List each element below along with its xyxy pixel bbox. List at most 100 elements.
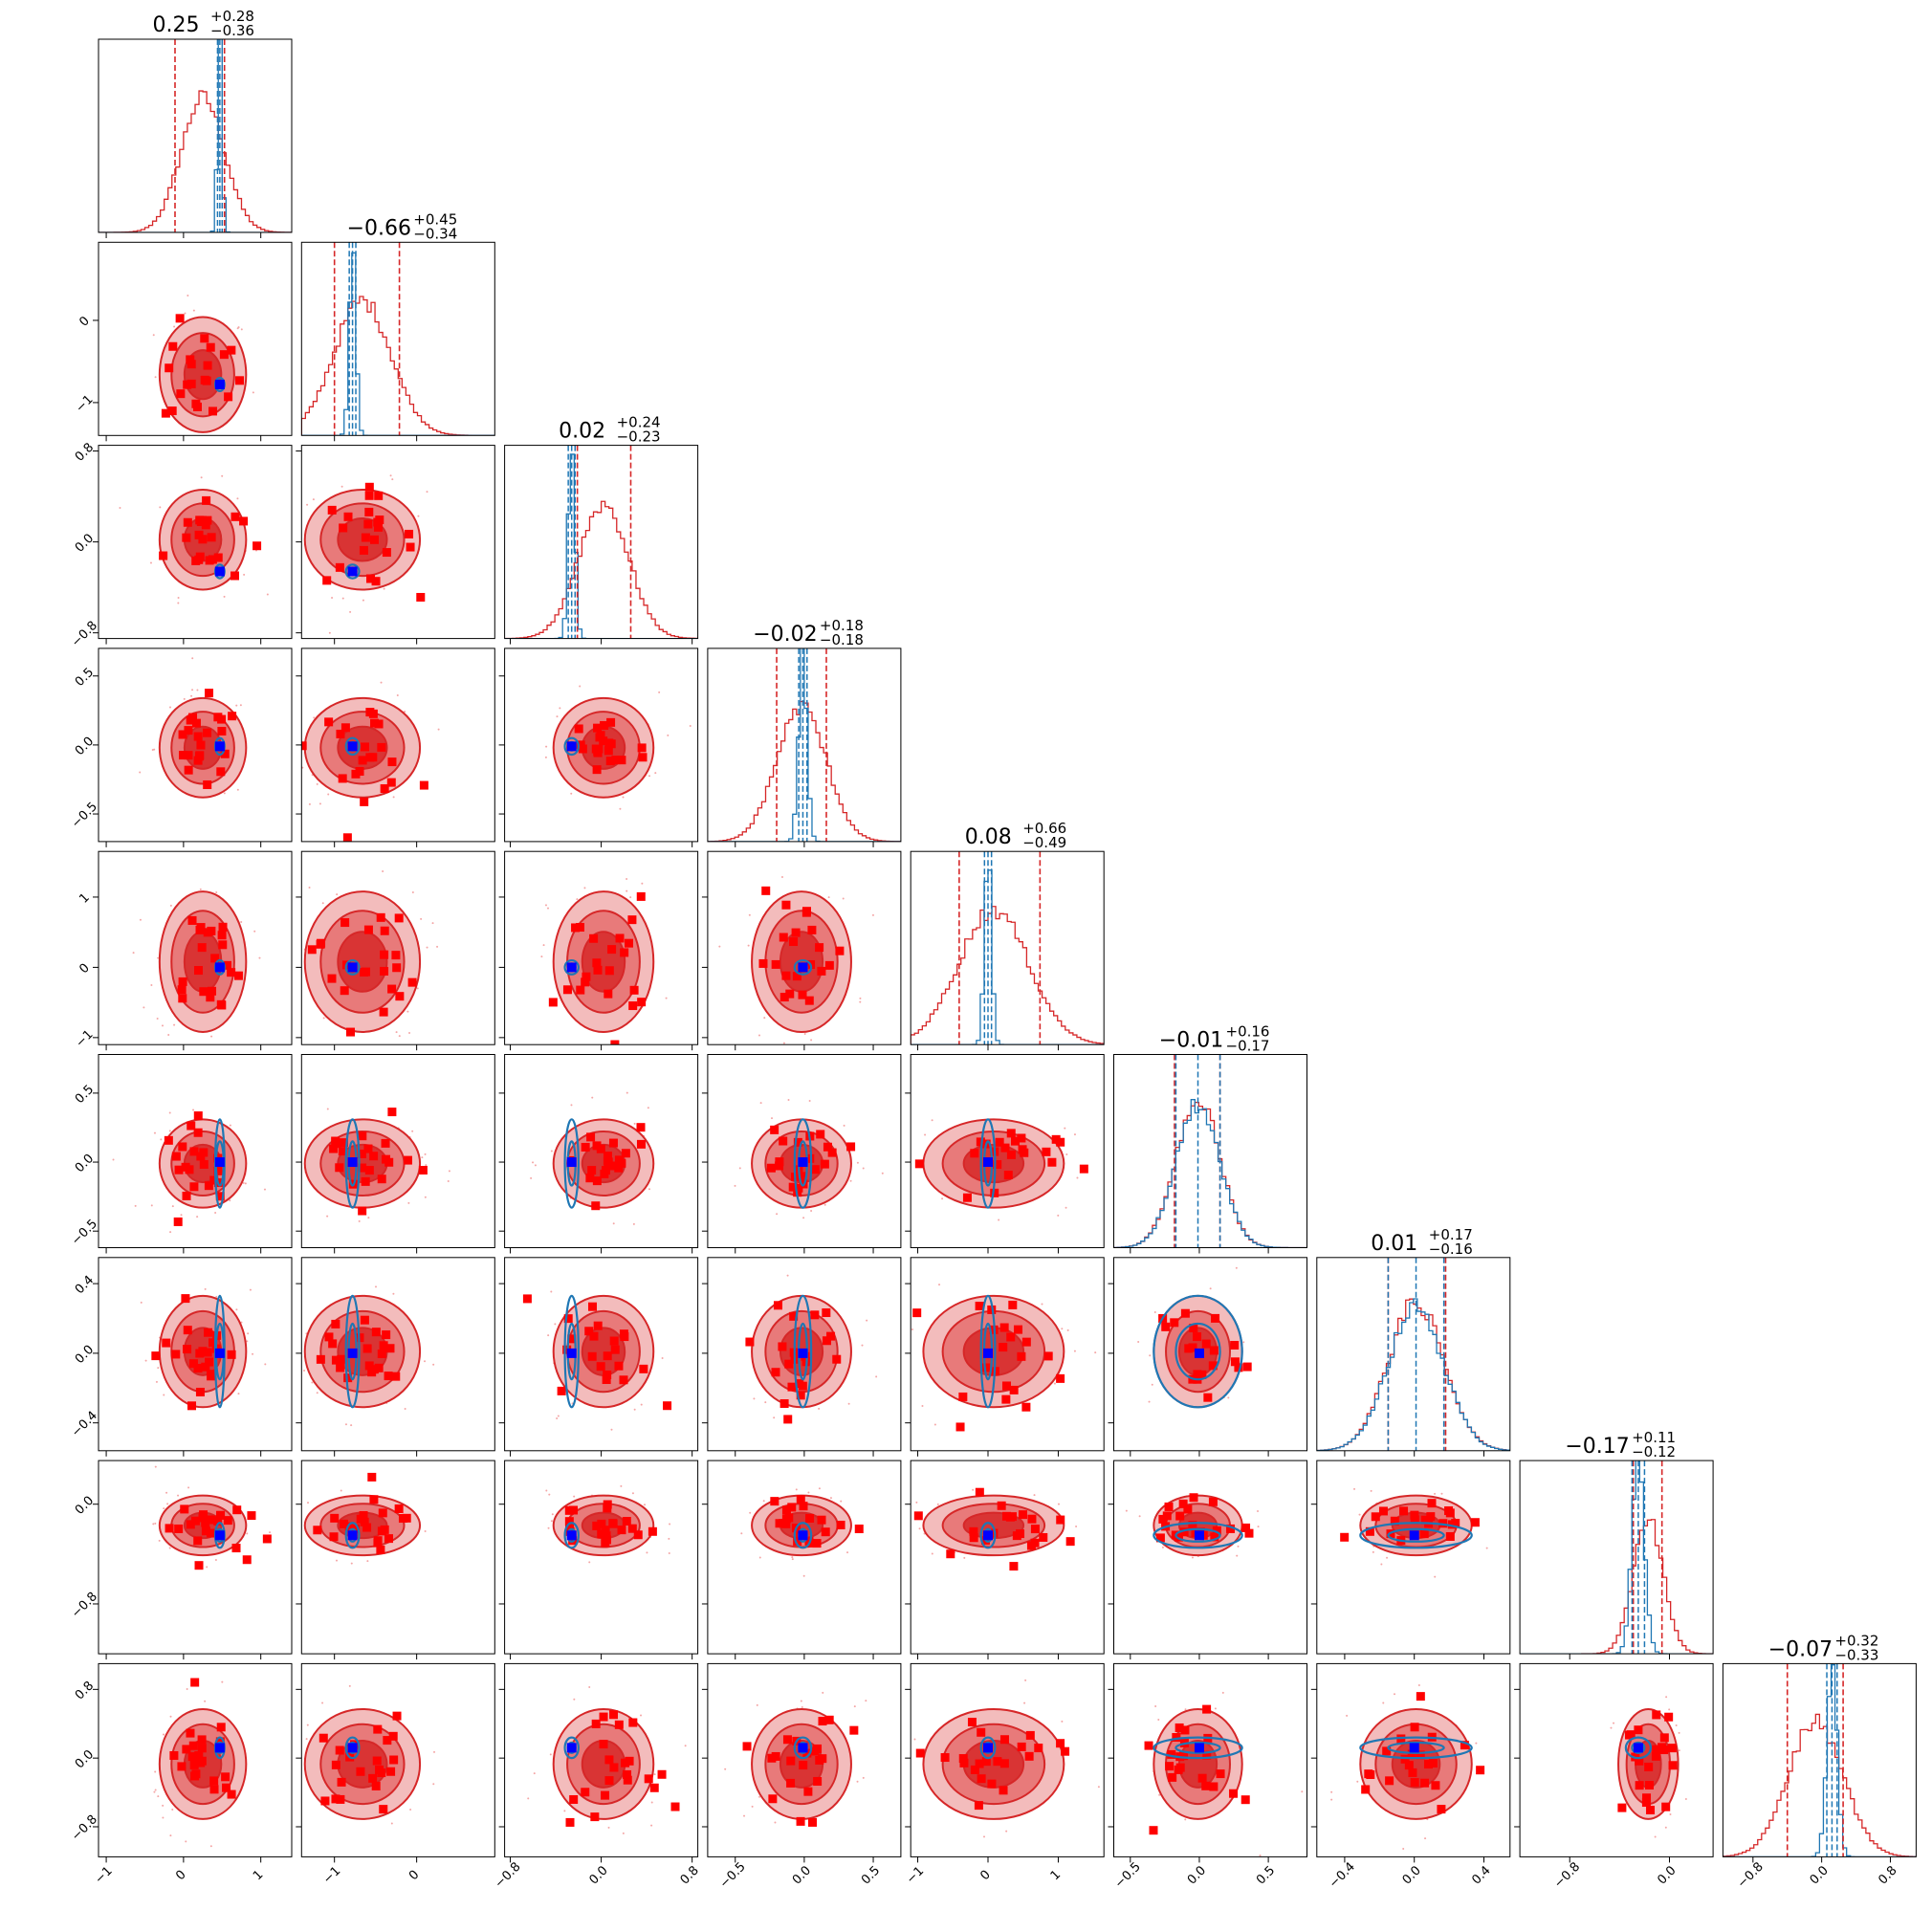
marker-red [384,1534,394,1544]
sample-point [644,1504,647,1506]
sample-point [1033,1494,1036,1497]
diagonal-title-8: −0.17 [1565,1435,1629,1459]
marker-red [522,1294,532,1304]
marker-blue [347,1157,358,1168]
marker-red [184,751,193,760]
marker-red [184,726,193,735]
sample-point [196,1216,199,1218]
marker-red [603,1504,612,1513]
panel-frame [1316,1662,1511,1857]
marker-red [802,1748,812,1758]
sample-point [982,1835,985,1838]
sample-point [918,1527,921,1530]
sample-point [544,904,547,907]
marker-red [788,1182,798,1192]
panel-frame [98,1257,293,1452]
sample-point [190,694,193,697]
sample-point [786,1274,789,1277]
marker-red [227,1789,236,1799]
marker-red [761,886,771,895]
sample-point [776,1213,779,1216]
sample-point [252,391,254,394]
marker-red [203,780,212,790]
contour-blue-0 [1631,1741,1646,1754]
marker-red [403,1155,412,1165]
marker-red [775,1157,784,1167]
x-tick-label: 0.5 [1254,1863,1278,1887]
marker-red [1164,1502,1174,1511]
sample-point [533,1772,536,1775]
panel-frame [1316,1460,1511,1655]
sample-point [157,1367,160,1370]
marker-red [210,954,220,963]
sample-point [620,1484,623,1487]
contour-blue-1 [344,563,361,580]
marker-red [343,512,353,521]
sample-point [424,1196,427,1198]
marker-red [1410,1723,1419,1732]
marker-red [1212,1526,1221,1535]
pair-panel-6-2 [296,1054,495,1254]
marker-red [217,931,227,940]
marker-red [208,555,217,564]
sample-point [822,1691,824,1694]
y-tick-label: −0.8 [69,1590,100,1621]
marker-red [817,966,826,976]
marker-red [176,389,186,399]
pair-panel-9-4: −0.5 0.0 0.5 [701,1662,902,1891]
marker-red [336,1363,345,1372]
sample-point [344,1423,347,1426]
contour-blue-1 [344,1294,361,1409]
sample-point [437,728,440,731]
panel-frame [707,1460,902,1655]
pair-panel-7-2 [296,1257,495,1457]
sample-point [759,1102,762,1105]
marker-red [360,1315,369,1325]
marker-red [1428,1759,1438,1768]
marker-red [373,1538,383,1548]
sample-point [391,478,394,481]
marker-red [799,1502,808,1511]
marker-red [386,1767,396,1776]
marker-blue [566,1157,577,1168]
sample-point [1209,1287,1212,1290]
sample-point [349,610,352,613]
marker-red [205,1357,214,1367]
marker-red [190,1771,200,1781]
sample-point [1227,1396,1230,1399]
marker-red [159,551,168,560]
sample-point [550,1520,553,1523]
sample-point [1065,1153,1068,1155]
sample-point [246,1340,249,1343]
sample-point [667,734,670,736]
marker-red [329,1532,339,1542]
sample-point [297,1539,299,1541]
diagonal-title-3: 0.02 [559,420,605,444]
x-tick-label: 0.0 [1400,1863,1424,1887]
marker-red [331,1355,340,1365]
y-tick-label: 0.0 [73,1747,97,1771]
marker-blue [1409,1530,1419,1541]
marker-red [799,1761,808,1770]
sample-point [588,1561,591,1564]
marker-red [1006,1150,1016,1159]
sample-point [532,1161,535,1164]
sample-point [411,1130,414,1132]
marker-red [207,1370,216,1379]
sample-point [579,685,582,688]
marker-red [990,1188,999,1197]
sample-point [424,1360,427,1363]
marker-red [171,1152,181,1161]
histogram-blue [301,252,495,436]
sample-point [140,1301,143,1304]
marker-red [187,1401,197,1411]
sample-point [237,1393,240,1395]
marker-red [231,512,240,521]
marker-red [178,1142,187,1152]
contour-blue-1 [563,1294,580,1409]
marker-red [1030,1538,1040,1548]
marker-red [203,361,212,370]
sample-point [689,725,692,728]
marker-red [593,965,603,975]
marker-red [239,516,249,526]
